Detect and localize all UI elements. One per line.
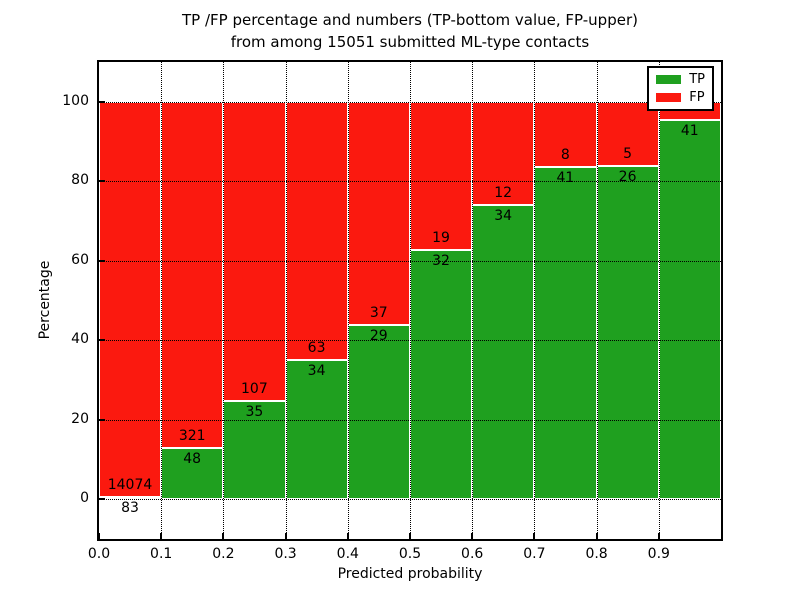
y-tick-mark [99, 100, 105, 103]
v-gridline [285, 62, 287, 539]
legend-swatch-tp-icon [656, 75, 682, 84]
legend-item-tp: TP [656, 73, 705, 86]
chart-title: TP /FP percentage and numbers (TP-bottom… [99, 9, 721, 53]
x-tick-label: 0.4 [336, 546, 359, 562]
y-tick-mark [99, 259, 105, 262]
x-tick-mark [471, 533, 474, 539]
bar-fp-segment [223, 101, 286, 402]
bar-tp-segment [472, 205, 535, 500]
x-tick-label: 0.9 [647, 546, 670, 562]
bar-tp-segment [658, 120, 721, 500]
v-gridline [472, 62, 474, 539]
x-tick-label: 0.6 [461, 546, 484, 562]
y-tick-mark [99, 339, 105, 342]
bar-fp-count-label: 14074 [107, 476, 153, 493]
x-tick-label: 0.3 [274, 546, 297, 562]
bar-fp-segment [596, 101, 659, 166]
y-tick-mark [99, 498, 105, 501]
bar-fp-count-label: 63 [307, 339, 326, 356]
v-gridline [161, 62, 163, 539]
bar-tp-count-label: 34 [494, 208, 513, 225]
x-axis-label: Predicted probability [337, 566, 483, 582]
bar-tp-segment [596, 165, 659, 500]
x-tick-label: 0.1 [150, 546, 173, 562]
bar-tp-segment [285, 359, 348, 500]
y-axis-label: Percentage [37, 260, 53, 340]
bar-tp-segment [534, 166, 597, 500]
bar-tp-segment [347, 324, 410, 500]
y-tick-mark [99, 418, 105, 421]
legend-swatch-fp-icon [656, 93, 682, 102]
x-tick-mark [533, 533, 536, 539]
bar-tp-count-label: 48 [183, 450, 202, 467]
x-tick-mark [409, 533, 411, 539]
bar-tp-count-label: 83 [121, 499, 139, 516]
legend-label-fp: FP [689, 90, 705, 105]
bar-tp-segment [410, 249, 473, 500]
bar-fp-segment [99, 101, 162, 497]
x-tick-label: 0.5 [398, 546, 422, 562]
y-tick-label: 40 [71, 331, 89, 348]
bar-fp-count-label: 19 [432, 229, 450, 246]
bar-fp-count-label: 321 [178, 427, 206, 444]
bar-tp-count-label: 34 [307, 362, 326, 379]
v-gridline [410, 62, 411, 539]
v-gridline [347, 62, 349, 539]
bar-fp-count-label: 8 [560, 146, 570, 163]
x-tick-label: 0.0 [87, 546, 111, 562]
x-tick-mark [657, 533, 660, 539]
x-tick-mark [98, 533, 100, 539]
y-tick-mark [99, 180, 105, 183]
x-tick-mark [222, 533, 225, 539]
bar-tp-count-label: 26 [618, 168, 637, 185]
bar-tp-segment [161, 447, 224, 500]
bar-fp-segment [161, 101, 224, 448]
x-tick-mark [595, 533, 598, 539]
plot-area: 14074 83 321 48 107 35 63 34 37 29 19 32 12 34 8 41 5 26 4… [97, 60, 723, 541]
y-tick-label: 100 [62, 92, 89, 109]
x-tick-label: 0.2 [212, 546, 235, 562]
x-tick-mark [160, 533, 163, 539]
x-tick-mark [346, 533, 349, 539]
bar-tp-count-label: 29 [369, 327, 388, 344]
y-tick-label: 60 [71, 251, 89, 268]
x-tick-mark [284, 533, 287, 539]
chart-title-line2: from among 15051 submitted ML-type conta… [230, 33, 590, 51]
bar-tp-count-label: 32 [432, 252, 450, 269]
bar-tp-count-label: 41 [556, 169, 575, 186]
bar-tp-count-label: 41 [680, 123, 699, 140]
v-gridline [596, 62, 598, 539]
y-tick-label: 0 [80, 490, 89, 507]
bar-tp-count-label: 35 [245, 404, 264, 421]
v-gridline [223, 62, 225, 539]
x-tick-label: 0.8 [585, 546, 608, 562]
legend-label-tp: TP [689, 72, 705, 87]
y-tick-label: 80 [71, 172, 89, 189]
bar-fp-segment [347, 101, 410, 325]
bar-fp-count-label: 107 [241, 381, 268, 398]
bar-fp-segment [534, 101, 597, 167]
x-tick-label: 0.7 [523, 546, 546, 562]
chart-title-line1: TP /FP percentage and numbers (TP-bottom… [182, 11, 638, 29]
v-gridline [534, 62, 536, 539]
bar-fp-segment [410, 101, 473, 250]
bar-fp-segment [285, 101, 348, 360]
y-tick-label: 20 [71, 410, 89, 427]
bar-fp-count-label: 12 [494, 185, 513, 202]
bar-tp-segment [99, 496, 162, 500]
v-gridline [658, 62, 660, 539]
legend-item-fp: FP [656, 91, 705, 104]
bar-fp-count-label: 37 [369, 304, 388, 321]
legend: TP FP [647, 66, 714, 111]
bar-fp-count-label: 5 [623, 145, 633, 162]
